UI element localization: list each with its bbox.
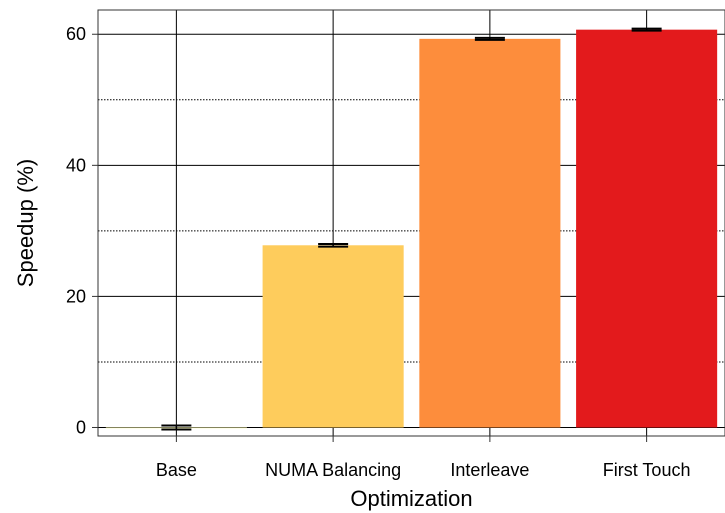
bars [105,29,718,429]
x-axis-title: Optimization [350,486,472,511]
x-tick-label: NUMA Balancing [265,460,401,480]
axes: 0 20 40 60 Base NUMA Balancing Interleave First… [66,24,691,480]
x-tick-label: First Touch [603,460,691,480]
y-tick-label: 60 [66,24,86,44]
x-tick-label: Interleave [450,460,529,480]
error-bars [161,27,662,431]
bar-numa-balancing [262,245,404,428]
x-tick-label: Base [156,460,197,480]
y-tick-label: 20 [66,286,86,306]
bar-first-touch [576,29,718,428]
bar-interleave [419,38,561,428]
y-tick-label: 0 [76,417,86,437]
y-tick-label: 40 [66,155,86,175]
plot-panel-border [97,9,725,437]
y-axis-title: Speedup (%) [13,159,38,287]
